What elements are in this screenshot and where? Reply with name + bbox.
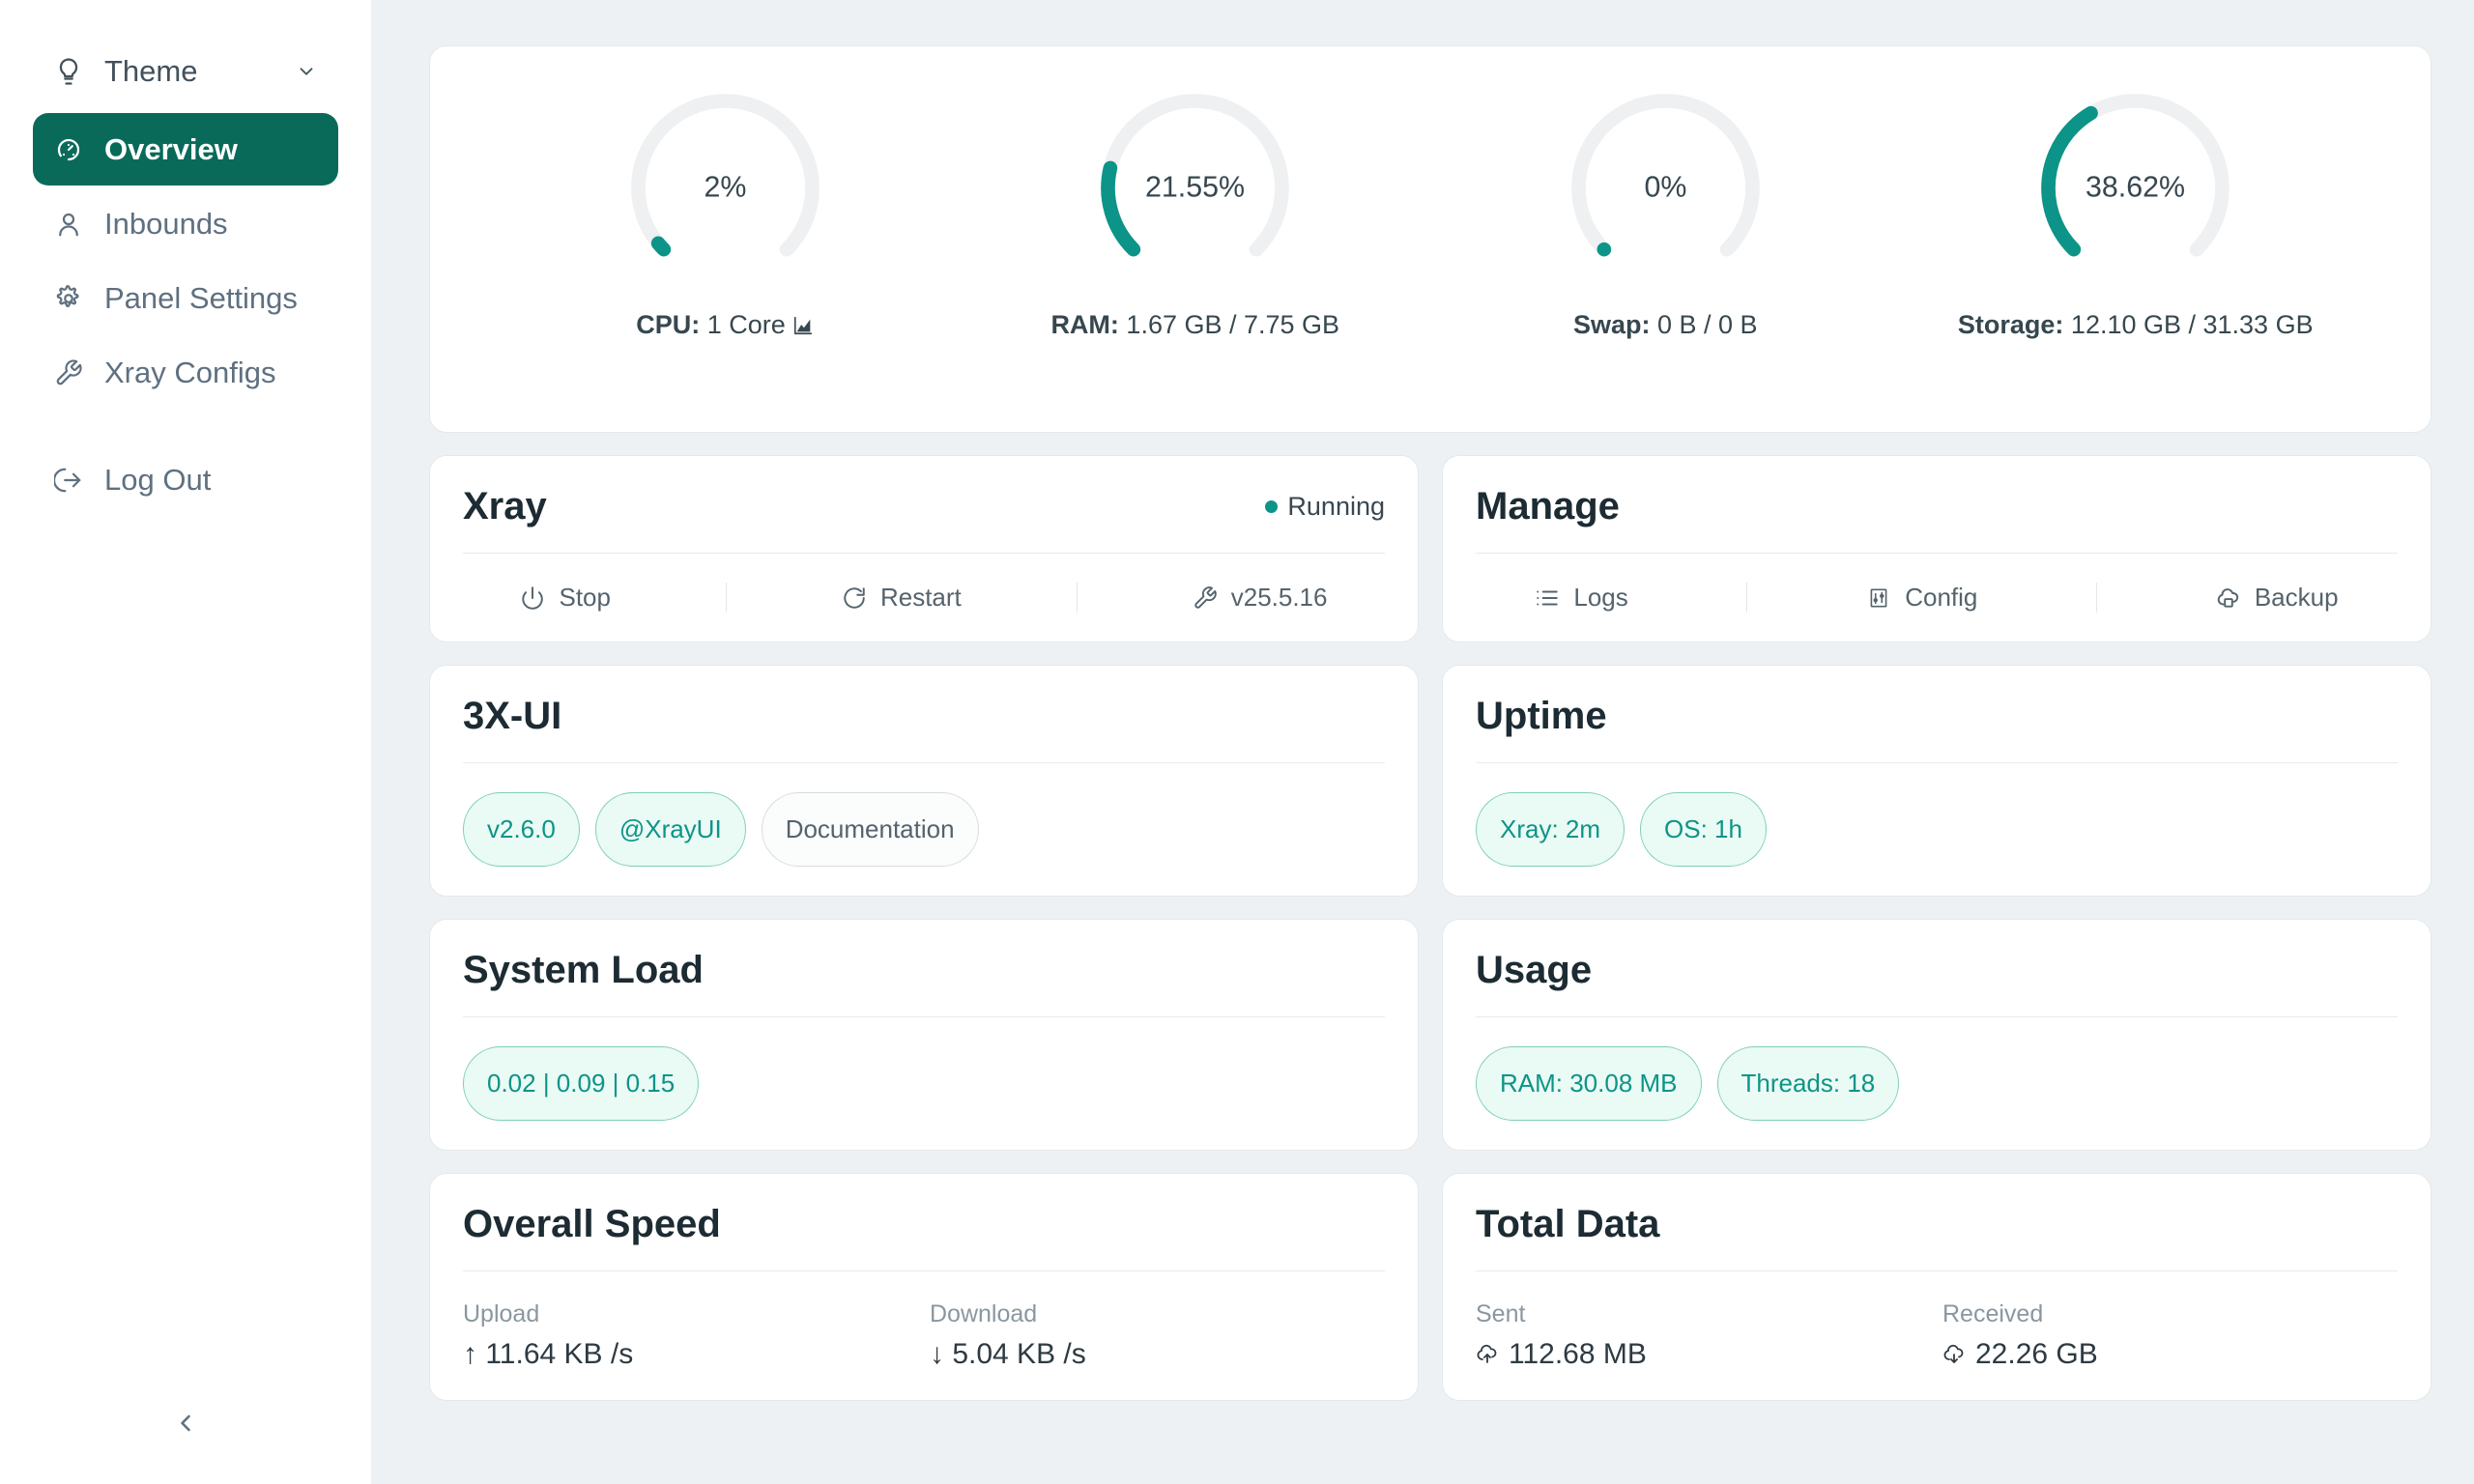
svg-text:38.62%: 38.62% xyxy=(2086,172,2185,204)
svg-text:21.55%: 21.55% xyxy=(1145,172,1245,204)
svg-text:0%: 0% xyxy=(1644,172,1686,204)
svg-text:2%: 2% xyxy=(704,172,746,204)
